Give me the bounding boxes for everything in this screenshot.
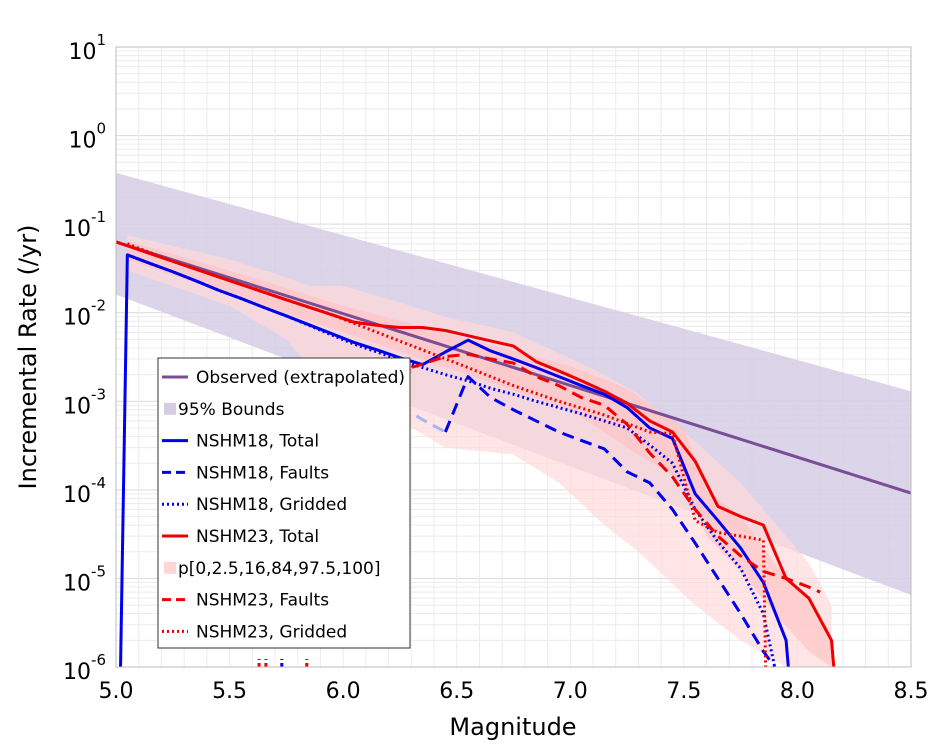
- plot-area: [116, 172, 911, 667]
- legend-swatch: [164, 561, 176, 574]
- x-tick-label: 5.5: [212, 679, 247, 704]
- y-tick-label: 10-4: [63, 474, 106, 508]
- x-tick-label: 7.0: [553, 679, 588, 704]
- series-line: [126, 242, 768, 667]
- legend-label: NSHM23, Faults: [196, 591, 329, 611]
- y-axis: 101 100 10-1 10-2 10-3 10-4 10-5 10-6: [63, 31, 106, 685]
- series-line: [443, 375, 776, 667]
- x-axis: 5.0 5.5 6.0 6.5 7.0 7.5 8.0 8.5: [99, 679, 929, 704]
- y-tick-label: 100: [68, 120, 106, 154]
- x-tick-label: 6.5: [439, 679, 474, 704]
- percentile-band: [127, 235, 832, 667]
- x-tick-label: 8.0: [780, 679, 815, 704]
- legend-label: p[0,2.5,16,84,97.5,100]: [178, 559, 381, 579]
- legend-label: Observed (extrapolated): [196, 368, 405, 388]
- series-line: [116, 240, 911, 495]
- legend-label: NSHM18, Total: [196, 432, 319, 452]
- legend-label: NSHM23, Total: [196, 527, 319, 547]
- series-line: [116, 240, 836, 667]
- legend-label: NSHM18, Gridded: [196, 495, 347, 515]
- legend-label: NSHM23, Gridded: [196, 622, 347, 642]
- plot-frame: [115, 46, 912, 668]
- x-tick-label: 8.5: [894, 679, 929, 704]
- x-tick-label: 7.5: [666, 679, 701, 704]
- y-tick-label: 10-5: [63, 562, 106, 596]
- x-tick-label: 6.0: [326, 679, 361, 704]
- y-tick-label: 10-3: [63, 385, 106, 419]
- legend: Observed (extrapolated) 95% Bounds NSHM18,…: [157, 357, 411, 649]
- y-tick-label: 10-6: [63, 651, 106, 685]
- y-axis-title: Incremental Rate (/yr): [14, 225, 42, 490]
- legend-box: [157, 357, 411, 649]
- y-tick-label: 10-1: [63, 208, 106, 242]
- y-tick-label: 101: [68, 31, 106, 65]
- y-tick-label: 10-2: [63, 297, 106, 331]
- x-axis-title: Magnitude: [449, 713, 576, 741]
- series-line: [126, 253, 777, 667]
- legend-label: 95% Bounds: [178, 400, 285, 420]
- x-tick-label: 5.0: [99, 679, 134, 704]
- legend-label: NSHM18, Faults: [196, 463, 329, 483]
- legend-swatch: [164, 402, 176, 415]
